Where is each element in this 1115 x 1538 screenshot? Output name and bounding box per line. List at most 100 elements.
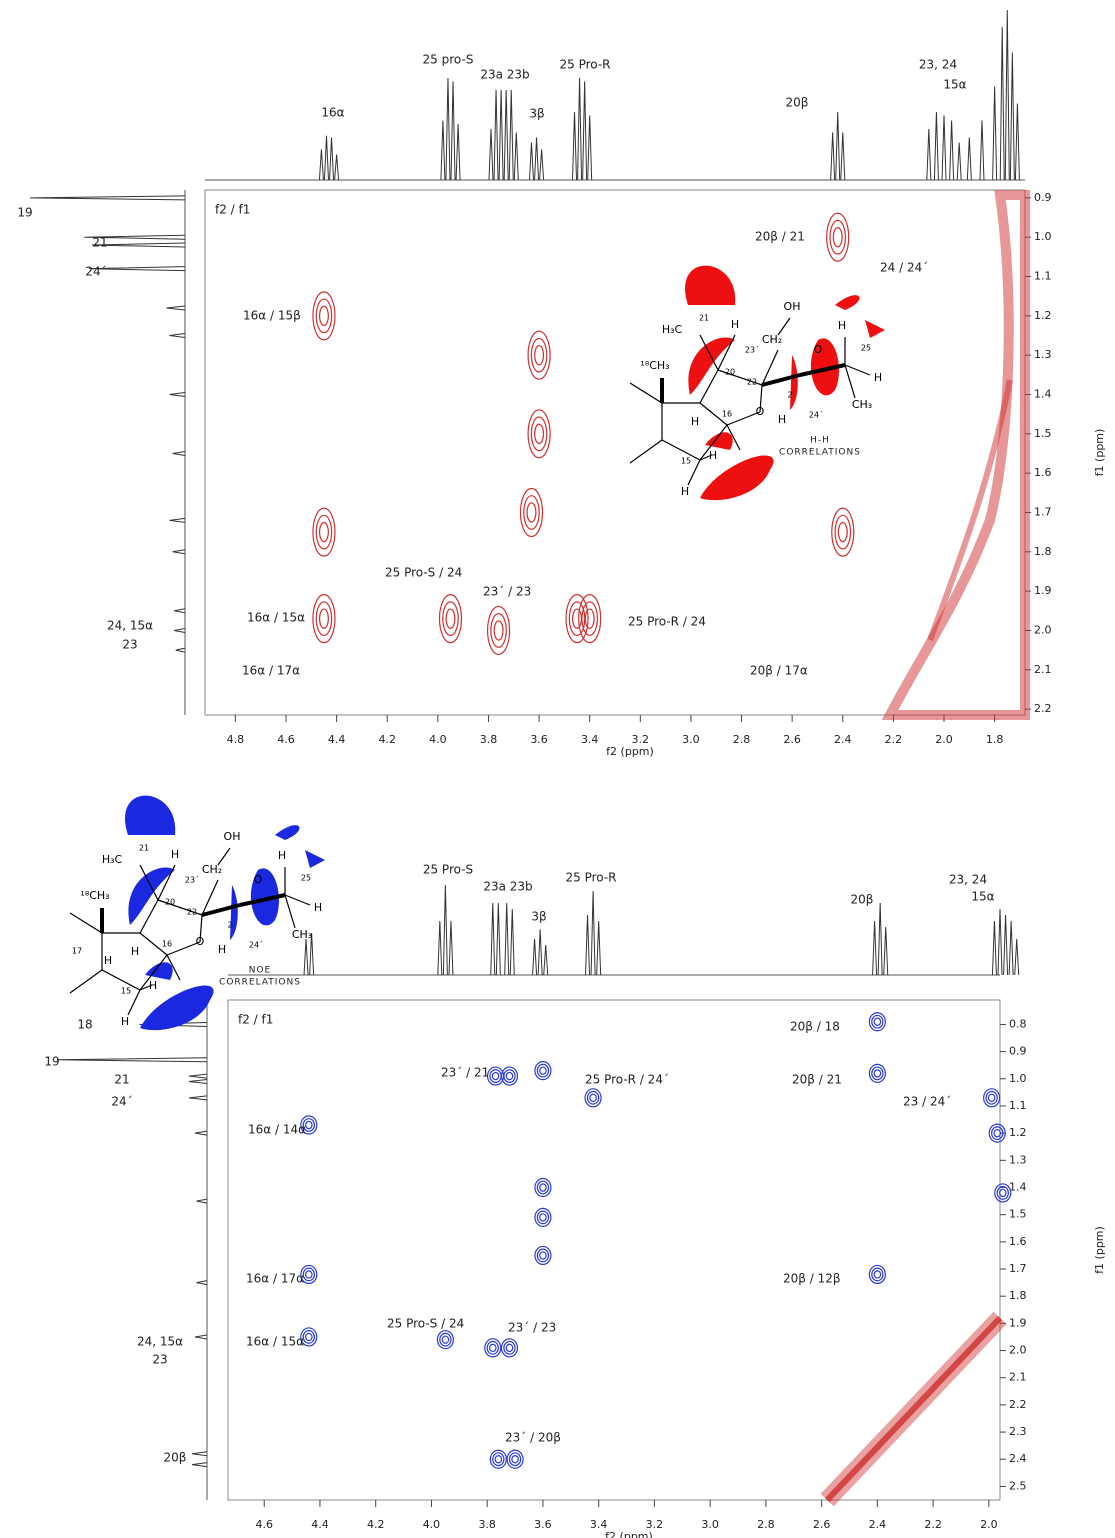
x-tick-label: 4.6 bbox=[277, 733, 295, 746]
top-projection-peak bbox=[872, 920, 878, 976]
cross-peak bbox=[873, 1270, 882, 1279]
cross-peak bbox=[829, 219, 847, 255]
atom-label: H bbox=[121, 1015, 129, 1028]
atom-label: H bbox=[874, 371, 882, 384]
correlation-arrow bbox=[230, 885, 238, 940]
correlation-label: 16α / 15α bbox=[246, 1335, 304, 1349]
cross-peak bbox=[523, 495, 540, 530]
cross-peak bbox=[511, 1455, 519, 1464]
bond bbox=[717, 369, 763, 386]
bond bbox=[157, 899, 203, 916]
cross-peak bbox=[873, 1017, 882, 1026]
cross-peak bbox=[988, 1123, 1006, 1143]
left-projection-peak bbox=[188, 1073, 208, 1079]
cross-peak bbox=[832, 226, 843, 248]
top-projection-peak bbox=[495, 902, 501, 976]
cross-peak bbox=[873, 1069, 882, 1078]
cross-peak bbox=[503, 1340, 516, 1355]
y-tick-label: 1.8 bbox=[1009, 1289, 1027, 1302]
peak-label: 16α bbox=[321, 106, 344, 120]
cross-peak bbox=[500, 1066, 519, 1086]
correlation-label: 23´ / 21 bbox=[441, 1066, 489, 1080]
bond bbox=[166, 954, 181, 981]
cross-peak bbox=[871, 1066, 884, 1081]
cross-peak bbox=[539, 1183, 547, 1192]
cross-peak bbox=[493, 620, 504, 641]
bond bbox=[726, 411, 761, 426]
correlation-label: 23´ / 23 bbox=[483, 585, 531, 599]
y-axis-label: f1 (ppm) bbox=[1093, 429, 1106, 477]
left-projection-peak bbox=[174, 627, 186, 633]
top-projection-peak bbox=[490, 902, 496, 976]
x-tick-label: 2.6 bbox=[783, 733, 801, 746]
atom-label: H bbox=[314, 901, 322, 914]
x-tick-label: 2.0 bbox=[980, 1518, 998, 1531]
bond bbox=[139, 954, 168, 991]
atom-label: H bbox=[131, 945, 139, 958]
peak-label: 20β bbox=[164, 1451, 187, 1465]
corner-label: f2 / f1 bbox=[238, 1013, 273, 1027]
cross-peak bbox=[315, 298, 333, 334]
cross-peak bbox=[991, 1126, 1004, 1141]
cross-peak bbox=[868, 1264, 886, 1285]
correlation-label: 16α / 15β bbox=[243, 309, 301, 323]
atom-label: 25 bbox=[861, 344, 871, 353]
left-projection-peak bbox=[169, 391, 186, 397]
correlation-label: 25 Pro-R / 24 bbox=[628, 615, 706, 629]
top-projection-peak bbox=[437, 920, 443, 976]
cross-peak bbox=[302, 1330, 316, 1344]
top-projection-peak bbox=[534, 137, 540, 181]
x-tick-label: 4.0 bbox=[423, 1518, 441, 1531]
bond bbox=[629, 439, 663, 464]
y-tick-label: 2.0 bbox=[1009, 1344, 1027, 1357]
bond bbox=[139, 932, 168, 956]
atom-label: H₃C bbox=[662, 323, 683, 336]
correlation-label: 16α / 15α bbox=[247, 611, 305, 625]
correlation-label: 16α / 14α bbox=[248, 1123, 306, 1137]
top-projection-peak bbox=[1004, 9, 1010, 181]
bond bbox=[629, 382, 663, 404]
left-projection-peak bbox=[196, 1198, 208, 1204]
atom-label: 23´ bbox=[185, 875, 199, 885]
correlation-label: 20β / 17α bbox=[750, 664, 808, 678]
atom-label: H bbox=[218, 943, 226, 956]
atom-label: 24´ bbox=[809, 410, 823, 420]
y-tick-label: 1.0 bbox=[1034, 230, 1052, 243]
cross-peak bbox=[834, 514, 852, 550]
correlation-arrow bbox=[275, 825, 300, 840]
cross-peak bbox=[534, 1177, 552, 1198]
top-projection-peak bbox=[992, 86, 998, 181]
cross-peak bbox=[527, 330, 551, 380]
correlation-arrow bbox=[790, 355, 798, 410]
top-projection-peak bbox=[508, 89, 514, 181]
atom-label: O bbox=[814, 343, 823, 356]
cross-peak bbox=[305, 1270, 313, 1279]
cross-peak bbox=[578, 594, 602, 644]
y-tick-label: 1.3 bbox=[1009, 1153, 1027, 1166]
y-tick-label: 1.9 bbox=[1009, 1316, 1027, 1329]
x-axis-label: f2 (ppm) bbox=[606, 745, 654, 758]
cross-peak bbox=[534, 1207, 552, 1227]
x-tick-label: 4.4 bbox=[328, 733, 346, 746]
top-projection-peak bbox=[979, 120, 985, 181]
top-projection-peak bbox=[1014, 938, 1020, 976]
correlation-arrow bbox=[305, 850, 325, 868]
bond bbox=[844, 364, 871, 376]
top-projection-peak bbox=[543, 944, 549, 976]
x-tick-label: 3.0 bbox=[701, 1518, 719, 1531]
peak-label: 25 Pro-R bbox=[559, 58, 610, 72]
bond bbox=[777, 317, 791, 336]
cross-peak bbox=[983, 1088, 1001, 1108]
peak-label: 25 Pro-S bbox=[423, 863, 473, 877]
cross-peak bbox=[826, 212, 850, 262]
cross-peak bbox=[318, 305, 329, 327]
top-projection-peak bbox=[596, 920, 602, 976]
top-projection-peak bbox=[503, 89, 509, 181]
top-projection-peak bbox=[956, 142, 962, 181]
cross-peak bbox=[536, 1063, 550, 1078]
cross-peak bbox=[505, 1343, 514, 1353]
top-projection-peak bbox=[941, 115, 947, 181]
cross-peak bbox=[491, 1071, 500, 1081]
cross-peak bbox=[508, 1452, 522, 1467]
x-tick-label: 3.8 bbox=[480, 733, 498, 746]
